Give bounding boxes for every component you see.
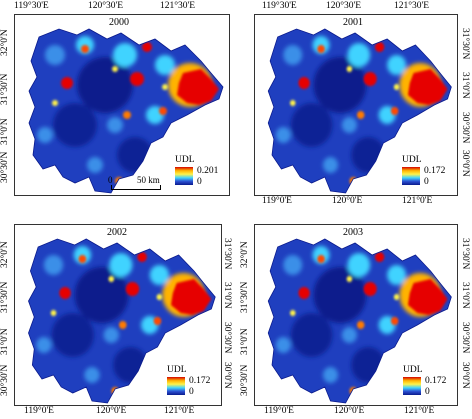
map-legend: UDL 0.201 0 [175,155,229,195]
bottom-tick-label: 120°0'E [332,196,363,206]
right-tick-label: 31°30'N [222,238,232,270]
left-tick-label: 32°0'N [0,241,10,268]
right-tick-label: 30°0'N [460,150,470,177]
top-tick-label: 121°30'E [394,1,430,11]
bottom-tick-label: 120°0'E [96,406,127,416]
legend-color-ramp [167,377,185,395]
legend-min: 0 [425,387,430,397]
legend-min: 0 [197,177,202,187]
right-tick-label: 31°30'N [460,238,470,270]
right-tick-label: 31°0'N [222,282,232,309]
left-tick-label: 32°0'N [0,29,10,56]
scale-zero: 0 [108,175,113,185]
year-label: 2002 [107,227,127,238]
scale-bar: 0 50 km [108,175,171,193]
year-label: 2000 [109,17,129,28]
legend-max: 0.172 [425,376,447,386]
left-tick-label: 31°0'N [0,118,10,145]
left-tick-label: 32°0'N [240,241,250,268]
right-tick-label: 30°30'N [460,112,470,144]
left-tick-label: 31°0'N [0,328,10,355]
map-frame: 2003 UDL 0.172 0 [254,224,458,406]
scale-line [111,185,161,190]
legend-max: 0.172 [424,166,446,176]
map-legend: UDL 0.172 0 [403,365,457,405]
top-tick-label: 121°30'E [160,1,196,11]
right-tick-label: 30°0'N [222,362,232,389]
bottom-tick-label: 119°0'E [24,406,54,416]
right-tick-label: 31°30'N [460,28,470,60]
scale-distance: 50 km [137,175,160,185]
legend-title: UDL [402,155,422,165]
map-frame: 2000 UDL 0.201 0 0 50 km [14,14,230,196]
left-tick-label: 30°30'N [0,364,10,396]
map-legend: UDL 0.172 0 [402,155,457,195]
bottom-tick-label: 119°0'E [264,406,294,416]
legend-color-ramp [402,167,420,185]
legend-title: UDL [167,365,187,375]
left-tick-label: 31°30'N [0,73,10,105]
legend-color-ramp [175,167,193,185]
legend-title: UDL [175,155,195,165]
map-legend: UDL 0.172 0 [167,365,221,405]
left-tick-label: 30°30'N [0,151,10,183]
top-tick-label: 119°30'E [14,1,49,11]
top-tick-label: 120°30'E [88,1,124,11]
left-tick-label: 30°30'N [240,364,250,396]
bottom-tick-label: 121°0'E [164,406,195,416]
left-tick-label: 31°0'N [240,328,250,355]
bottom-tick-label: 121°0'E [402,196,433,206]
legend-max: 0.172 [189,376,211,386]
right-tick-label: 31°0'N [460,282,470,309]
legend-min: 0 [424,177,429,187]
bottom-tick-label: 119°0'E [262,196,292,206]
map-frame: 2001 UDL 0.172 0 [254,14,458,196]
bottom-tick-label: 120°0'E [334,406,365,416]
bottom-tick-label: 121°0'E [404,406,435,416]
left-tick-label: 31°30'N [0,281,10,313]
right-tick-label: 30°30'N [460,322,470,354]
right-tick-label: 30°0'N [460,362,470,389]
legend-max: 0.201 [197,166,219,176]
map-frame: 2002 UDL 0.172 0 [14,224,222,406]
top-tick-label: 120°30'E [326,1,362,11]
left-tick-label: 31°30'N [240,281,250,313]
legend-title: UDL [403,365,423,375]
legend-min: 0 [189,387,194,397]
year-label: 2001 [343,17,363,28]
right-tick-label: 31°0'N [460,72,470,99]
legend-color-ramp [403,377,421,395]
top-tick-label: 119°30'E [262,1,297,11]
year-label: 2003 [343,227,363,238]
right-tick-label: 30°30'N [222,322,232,354]
